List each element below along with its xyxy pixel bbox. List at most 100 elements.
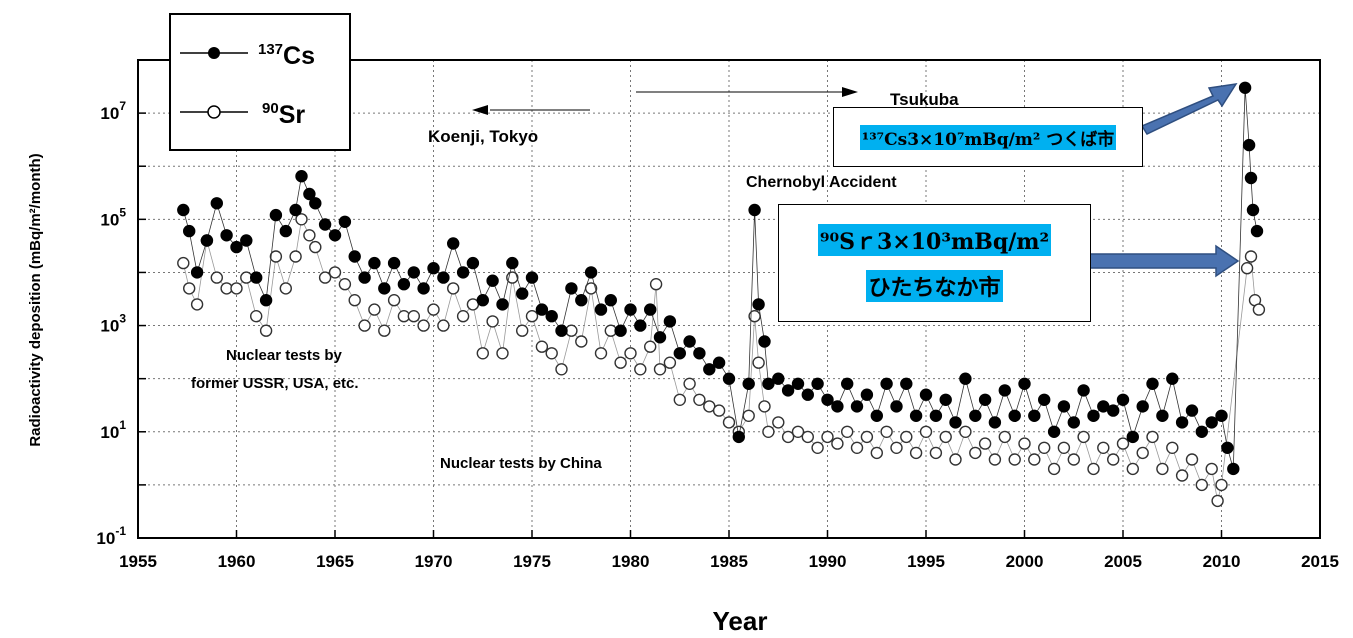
cs-point [397,278,411,291]
cs-point [516,287,529,300]
annotation-koenji: Koenji, Tokyo [428,127,538,146]
sr-point [318,271,332,284]
sr-point [614,356,627,369]
hitachinaka-callout-arrow [1087,244,1240,278]
sr-point [1037,441,1051,454]
cs-point [949,416,962,429]
cs-point [309,197,322,210]
cs-point [427,262,440,275]
cs-point [791,377,805,390]
sr-point [210,271,224,284]
sr-point [456,310,470,323]
cs-point [476,294,489,307]
cs-point [969,409,982,422]
annotation-nuclear-ussr-1: Nuclear tests by [226,347,343,364]
sr-point [387,294,401,307]
sr-point [988,453,1002,466]
sr-point [303,229,316,242]
cs-point [1106,404,1120,417]
sr-point [781,430,795,444]
cs-point [742,377,755,390]
hitachinaka-callout-line1: ⁹⁰Sｒ3×10³mBq/m² [817,224,1052,256]
cs-point [1018,377,1031,390]
sr-point [649,278,663,291]
sr-point [338,278,352,291]
sr-point [269,250,283,263]
x-tick-label: 1960 [218,552,256,571]
sr-point [1047,462,1061,476]
cs-point [988,416,1002,429]
sr-point [575,335,588,348]
sr-point [791,425,805,438]
sr-point [594,347,608,360]
legend-cs-element: Cs [283,42,315,70]
cs-point [1047,425,1061,438]
cs-point [250,271,263,284]
cs-point [890,400,903,413]
sr-point [929,446,943,460]
x-tick-label: 1970 [415,552,453,571]
sr-point [949,453,962,466]
sr-point [279,282,292,295]
cs-point [338,215,352,229]
sr-point [1166,441,1179,454]
cs-point [644,303,657,316]
cs-point [1126,430,1140,444]
cs-point [801,388,814,401]
cs-point [368,256,381,270]
sr-point [182,282,196,295]
cs-point [762,377,775,390]
sr-point [772,416,785,429]
cs-point [752,298,765,311]
y-tick-label: 105 [100,205,126,229]
legend-box [169,13,351,151]
cs-point [1057,400,1071,413]
cs-point [1008,409,1021,422]
sr-point [969,446,982,460]
cs-point [1175,416,1189,429]
cs-point [919,388,933,401]
x-tick-label: 1995 [907,552,945,571]
cs-point [182,224,196,238]
cs-point [279,224,292,238]
cs-point [1246,203,1260,217]
chart-marks [177,81,1266,508]
cs-point [486,274,499,287]
legend: 137Cs 90Sr [169,13,351,151]
sr-point [289,250,302,263]
cs-point [1166,372,1179,385]
cs-point [870,409,883,422]
sr-point [437,319,450,332]
sr-point [190,298,204,311]
cs-point [653,331,667,344]
legend-cs-label: 137Cs [258,41,315,70]
sr-point [496,347,509,360]
cs-point [177,203,190,217]
x-tick-label: 1980 [612,552,650,571]
sr-point [1126,462,1140,476]
sr-point [939,430,952,444]
sr-point [259,324,273,337]
sr-point [644,340,657,353]
x-tick-label: 1955 [119,552,157,571]
tsukuba-callout-box: ¹³⁷Cs3×10⁷mBq/m² つくば市 [833,107,1143,167]
sr-point [1244,250,1258,263]
sr-point [634,363,647,376]
sr-point [378,324,391,337]
y-tick-label: 10-1 [96,524,126,548]
sr-point [693,393,706,406]
sr-point [758,400,771,413]
annotation-tsukuba: Tsukuba [890,90,959,109]
sr-point [850,441,864,454]
cs-point [722,372,736,385]
x-tick-label: 1985 [710,552,748,571]
sr-point [486,315,499,328]
cs-point [269,208,283,222]
sr-point [368,303,381,316]
x-tick-label: 1990 [809,552,847,571]
legend-sr-element: Sr [279,101,306,129]
x-tick-label: 2010 [1203,552,1241,571]
cs-point [1116,393,1130,406]
cs-point [555,324,568,337]
sr-point [959,425,972,438]
